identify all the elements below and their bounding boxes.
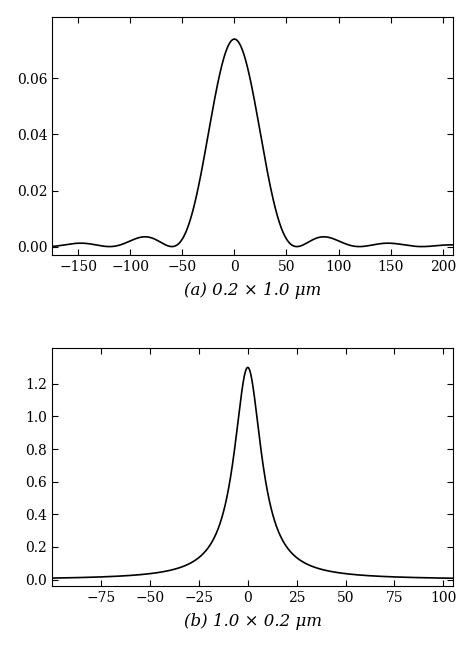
X-axis label: (a) 0.2 × 1.0 μm: (a) 0.2 × 1.0 μm: [184, 282, 321, 299]
X-axis label: (b) 1.0 × 0.2 μm: (b) 1.0 × 0.2 μm: [183, 613, 322, 630]
